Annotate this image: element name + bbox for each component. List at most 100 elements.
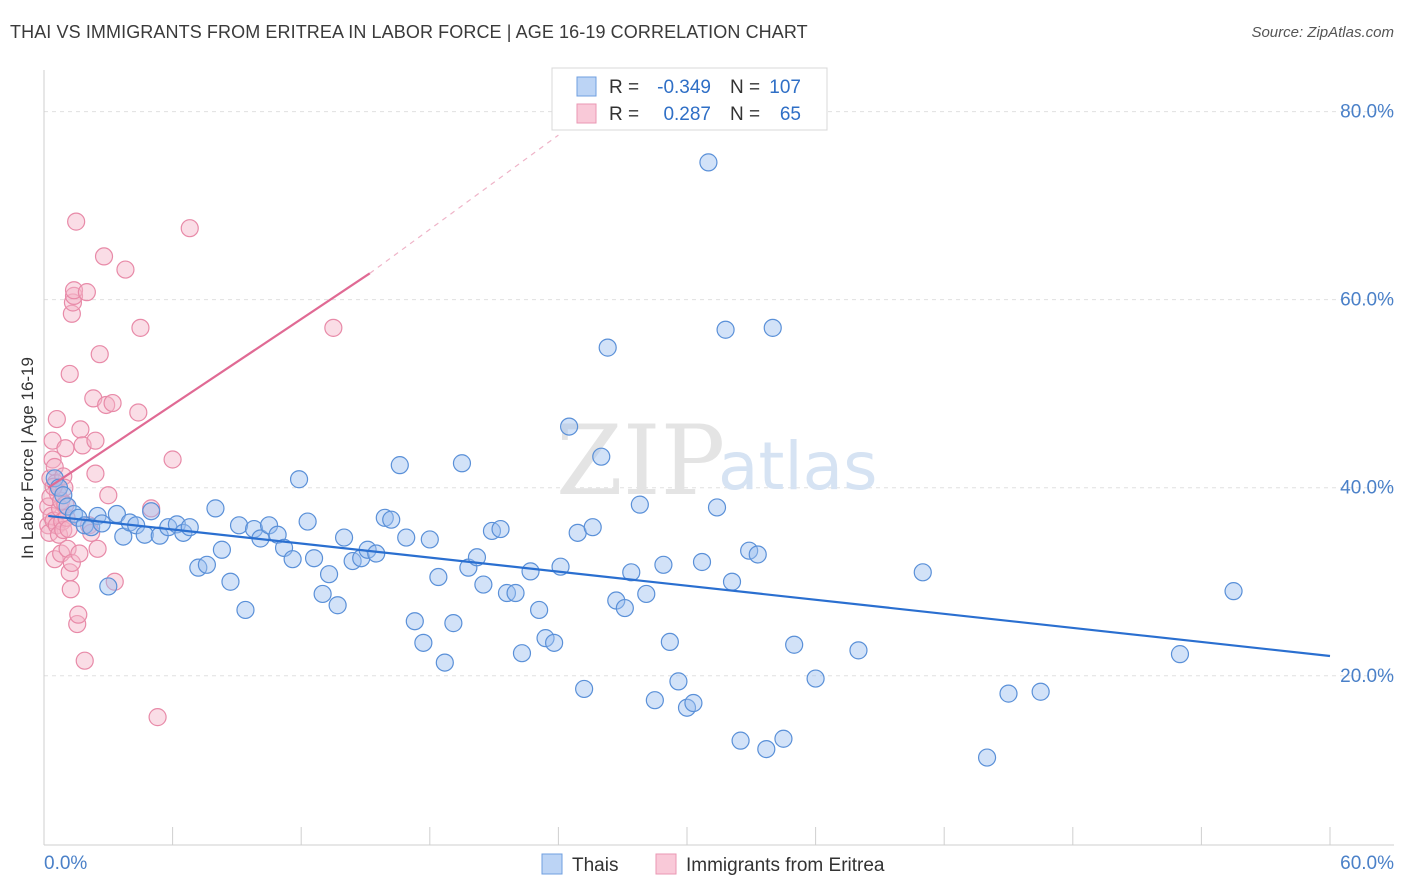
eritrea-point-48: [90, 345, 109, 364]
x-tick-label-min: 0.0%: [44, 853, 87, 874]
thai-point-27: [229, 516, 249, 535]
eritrea-point-39: [71, 420, 90, 439]
thai-point-100: [849, 641, 868, 660]
legend-swatch-thai: [576, 76, 597, 97]
thai-point-48: [390, 456, 409, 475]
thai-point-83: [660, 632, 679, 652]
thai-point-77: [615, 598, 634, 618]
thai-point-81: [645, 691, 664, 710]
thai-point-2: [54, 486, 73, 505]
eritrea-point-32: [62, 553, 81, 573]
y-tick-labels: 20.0% 40.0% 60.0% 80.0%: [1340, 102, 1394, 687]
thai-point-70: [560, 417, 579, 436]
eritrea-point-58: [148, 708, 167, 727]
eritrea-point-7: [43, 450, 62, 469]
eritrea-trend-extension: [369, 134, 559, 274]
thai-point-106: [1224, 582, 1243, 601]
thai-point-54: [435, 653, 454, 672]
thai-point-59: [474, 575, 493, 594]
thai-point-52: [420, 530, 439, 549]
series-legend-label-eritrea: Immigrants from Eritrea: [686, 855, 885, 876]
legend-r-value-thai: -0.349: [657, 77, 711, 98]
eritrea-point-26: [58, 539, 77, 558]
thai-point-55: [444, 614, 463, 633]
y-tick-label-60: 60.0%: [1340, 290, 1394, 311]
eritrea-point-61: [324, 318, 343, 337]
thai-point-36: [298, 512, 317, 531]
thai-point-50: [405, 612, 424, 631]
eritrea-point-51: [99, 486, 118, 505]
thai-point-16: [142, 502, 161, 521]
thai-point-92: [731, 731, 750, 750]
series-legend-label-thai: Thais: [572, 855, 618, 876]
source-credit: Source: ZipAtlas.com: [1251, 24, 1394, 41]
thai-point-3: [58, 497, 77, 516]
eritrea-points: [39, 212, 343, 727]
thai-point-72: [575, 679, 594, 699]
thai-point-47: [382, 510, 401, 529]
watermark-atlas: atlas: [718, 428, 878, 505]
thai-point-84: [669, 672, 688, 691]
thai-point-39: [319, 565, 339, 584]
thai-point-91: [722, 572, 742, 591]
legend-n-value-thai: 107: [769, 77, 801, 98]
thai-point-51: [414, 633, 433, 652]
thai-point-64: [512, 644, 532, 663]
y-tick-label-40: 40.0%: [1340, 478, 1394, 499]
eritrea-point-52: [103, 393, 122, 413]
x-tick-label-max: 60.0%: [1340, 853, 1394, 874]
thai-point-41: [334, 528, 354, 547]
eritrea-point-13: [47, 409, 66, 429]
thai-point-7: [82, 518, 101, 537]
thai-point-96: [763, 318, 782, 337]
series-legend-swatch-eritrea: [655, 853, 677, 875]
eritrea-point-49: [94, 247, 114, 266]
correlation-legend: R = -0.349 N = 107 R = 0.287 N = 65: [551, 67, 828, 131]
thai-point-38: [313, 584, 332, 604]
thai-point-24: [206, 499, 225, 518]
thai-point-105: [1170, 645, 1190, 664]
thai-point-37: [304, 549, 324, 568]
eritrea-point-41: [75, 651, 94, 670]
thai-point-97: [774, 729, 793, 748]
thai-point-53: [429, 567, 448, 587]
series-legend: Thais Immigrants from Eritrea: [541, 853, 885, 876]
thai-point-15: [135, 525, 154, 544]
eritrea-point-59: [163, 450, 182, 469]
legend-n-label-eritrea: N =: [730, 104, 760, 125]
thai-point-95: [757, 739, 776, 759]
watermark-zip: ZIP: [556, 405, 725, 517]
thai-point-89: [707, 498, 727, 517]
thai-point-82: [654, 555, 673, 574]
thai-point-103: [999, 684, 1018, 703]
y-tick-label-20: 20.0%: [1340, 666, 1394, 687]
thai-point-49: [397, 528, 416, 547]
thai-point-73: [583, 518, 602, 537]
thai-point-61: [491, 519, 510, 539]
thai-point-101: [913, 563, 932, 582]
thai-point-46: [375, 508, 394, 527]
thai-point-26: [221, 572, 240, 591]
legend-box: [551, 67, 828, 131]
eritrea-point-54: [116, 260, 135, 279]
thai-point-56: [452, 454, 472, 473]
trend-lines: [47, 134, 1331, 658]
series-legend-swatch-thai: [541, 853, 563, 875]
eritrea-point-50: [97, 395, 116, 415]
thai-point-80: [637, 584, 656, 604]
thai-point-28: [236, 600, 255, 620]
thai-point-68: [545, 633, 564, 652]
thai-point-98: [785, 635, 804, 654]
eritrea-point-62: [86, 464, 105, 483]
thai-point-45: [367, 544, 386, 563]
y-axis-title: In Labor Force | Age 16-19: [18, 357, 37, 559]
chart-title: THAI VS IMMIGRANTS FROM ERITREA IN LABOR…: [10, 22, 808, 42]
eritrea-point-63: [70, 544, 89, 563]
legend-r-label-thai: R =: [609, 77, 639, 98]
legend-n-value-eritrea: 65: [780, 104, 801, 125]
thai-point-67: [536, 629, 555, 648]
thai-trend-line: [48, 514, 1331, 658]
eritrea-point-38: [69, 605, 88, 624]
thai-point-35: [289, 470, 309, 489]
